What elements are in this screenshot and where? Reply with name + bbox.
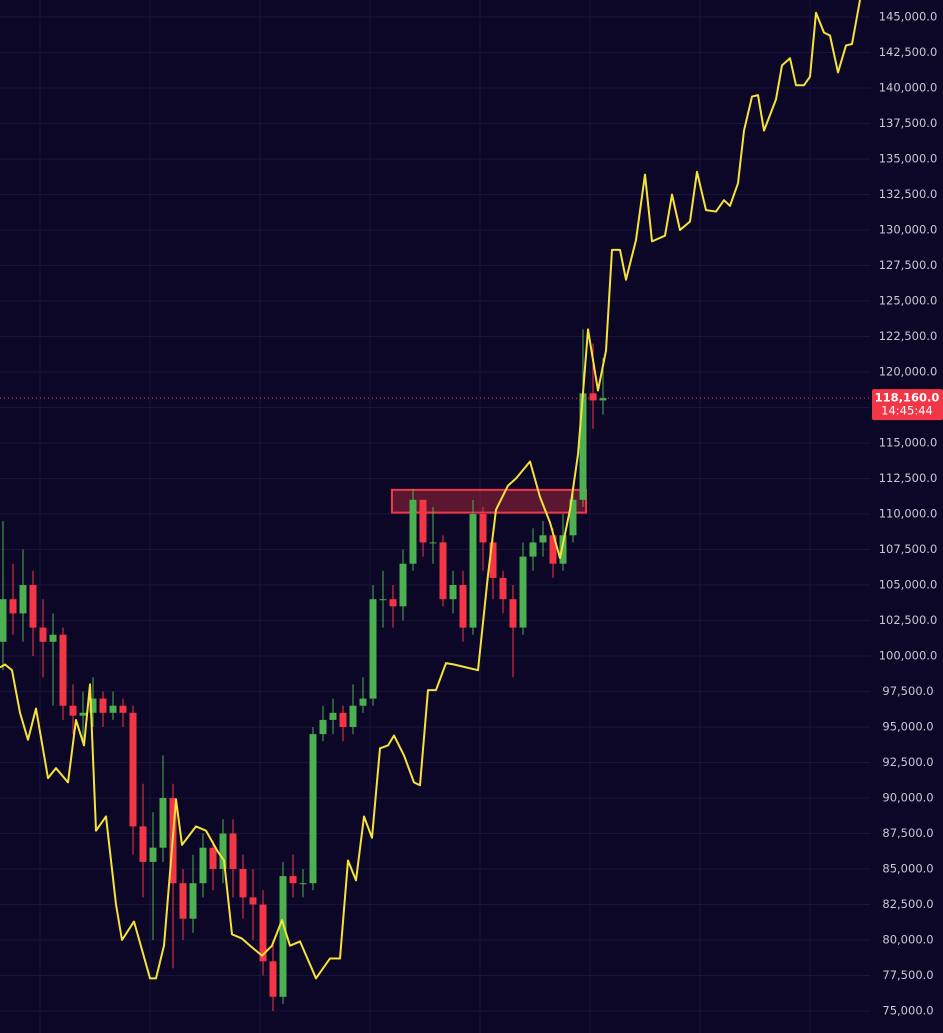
candle-body [469, 514, 477, 628]
candle-body [349, 705, 357, 728]
candle-body [239, 868, 247, 898]
candle-body [79, 712, 87, 716]
candle-body [139, 826, 147, 862]
candle-body [149, 847, 157, 862]
candle-body [599, 398, 607, 401]
candle-body [539, 535, 547, 543]
y-tick-label: 110,000.0 [879, 507, 938, 521]
candle-body [69, 705, 77, 716]
candle-body [279, 876, 287, 997]
candle-body [379, 599, 387, 601]
candle-body [389, 599, 397, 607]
y-tick-label: 127,500.0 [879, 258, 938, 272]
y-tick-label: 140,000.0 [879, 81, 938, 95]
countdown: 14:45:44 [881, 404, 933, 418]
candle-body [299, 883, 307, 885]
candle-body [109, 705, 117, 713]
y-tick-label: 145,000.0 [879, 10, 938, 24]
y-tick-label: 107,500.0 [879, 542, 938, 556]
y-tick-label: 105,000.0 [879, 578, 938, 592]
candle-body [569, 499, 577, 536]
candle-body [289, 876, 297, 884]
candle-body [209, 847, 217, 869]
candle-body [9, 599, 17, 614]
y-tick-label: 112,500.0 [879, 471, 938, 485]
candle-body [359, 698, 367, 706]
y-tick-label: 120,000.0 [879, 365, 938, 379]
last-price-box [872, 389, 943, 421]
candle-body [449, 585, 457, 600]
y-tick-label: 77,500.0 [882, 968, 933, 982]
y-tick-label: 132,500.0 [879, 187, 938, 201]
y-tick-label: 100,000.0 [879, 649, 938, 663]
candle-body [309, 734, 317, 884]
y-tick-label: 75,000.0 [882, 1003, 933, 1017]
y-tick-label: 90,000.0 [882, 791, 933, 805]
y-tick-label: 125,000.0 [879, 294, 938, 308]
candle-body [479, 514, 487, 543]
candle-body [509, 599, 517, 628]
candle-body [459, 585, 467, 628]
y-tick-label: 135,000.0 [879, 152, 938, 166]
candle-body [19, 585, 27, 614]
candle-body [499, 577, 507, 600]
candle-body [369, 599, 377, 699]
candle-body [519, 556, 527, 628]
candle-body [259, 904, 267, 962]
candle-body [409, 499, 417, 564]
candle-body [419, 499, 427, 543]
line-series [0, 0, 861, 980]
y-tick-label: 130,000.0 [879, 223, 938, 237]
y-tick-label: 115,000.0 [879, 436, 938, 450]
candle-body [559, 535, 567, 564]
candle-body [59, 634, 67, 706]
y-tick-label: 97,500.0 [882, 684, 933, 698]
y-tick-label: 85,000.0 [882, 861, 933, 875]
last-price-label: 118,160.0 [875, 391, 940, 405]
candle-body [99, 698, 107, 713]
candle-body [429, 542, 437, 544]
candle-body [199, 847, 207, 884]
candle-body [189, 883, 197, 919]
candle-body [589, 393, 597, 401]
candle-body [269, 961, 277, 997]
candle-body [39, 627, 47, 642]
candle-body [579, 393, 587, 500]
candle-body [489, 542, 497, 578]
candle-body [439, 542, 447, 600]
candle-body [249, 897, 257, 905]
candle-body [549, 535, 557, 564]
candle-body [399, 563, 407, 607]
candle-body [49, 634, 57, 642]
candle-body [229, 833, 237, 869]
candle-body [329, 712, 337, 720]
candle-body [339, 712, 347, 728]
candle-body [319, 719, 327, 735]
candle-body [119, 705, 127, 713]
candle-body [129, 712, 137, 827]
y-tick-label: 102,500.0 [879, 613, 938, 627]
candle-body [159, 798, 167, 848]
y-tick-label: 122,500.0 [879, 329, 938, 343]
candle-body [0, 599, 7, 642]
y-tick-label: 87,500.0 [882, 826, 933, 840]
candle-body [529, 542, 537, 557]
candle-body [89, 698, 97, 713]
zone [391, 488, 587, 514]
y-tick-label: 142,500.0 [879, 45, 938, 59]
candle-body [179, 883, 187, 919]
y-tick-label: 80,000.0 [882, 932, 933, 946]
candle-body [29, 585, 37, 628]
candle-body [219, 833, 227, 869]
y-tick-label: 95,000.0 [882, 720, 933, 734]
y-tick-label: 92,500.0 [882, 755, 933, 769]
y-tick-label: 82,500.0 [882, 897, 933, 911]
y-tick-label: 137,500.0 [879, 116, 938, 130]
